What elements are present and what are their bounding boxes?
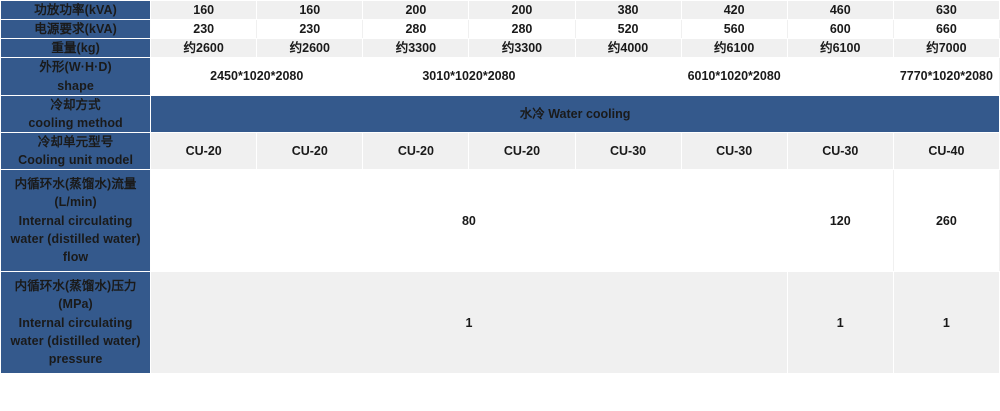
- cell-amplifier-power-3: 200: [362, 0, 470, 21]
- cell-power-supply-requirement-1: 230: [150, 19, 258, 40]
- row-label-line: (MPa): [58, 297, 93, 312]
- cell-shape-dimensions-4: 7770*1020*2080: [892, 57, 1000, 96]
- row-label-shape-dimensions: 外形(W·H·D) shape: [0, 57, 152, 96]
- table-row: 内循环水(蒸馏水)压力 (MPa) Internal circulating wate…: [0, 271, 1000, 375]
- cell-power-supply-requirement-5: 520: [574, 19, 682, 40]
- cell-cooling-method-1: 水冷 Water cooling: [150, 94, 1000, 133]
- row-label-line: 电源要求(kVA): [34, 22, 117, 37]
- cell-shape-dimensions-2: 3010*1020*2080: [362, 57, 576, 96]
- cell-internal-circulating-water-flow-3: 260: [892, 169, 1000, 273]
- row-label-line: Cooling unit model: [18, 153, 134, 167]
- row-label-line: Internal circulating: [18, 315, 133, 330]
- cell-cooling-unit-model-3: CU-20: [362, 131, 470, 171]
- row-label-cooling-method: 冷却方式 cooling method: [0, 94, 152, 133]
- cell-power-supply-requirement-4: 280: [468, 19, 576, 40]
- cell-internal-circulating-water-pressure-3: 1: [892, 271, 1000, 375]
- cell-weight-6: 约6100: [680, 38, 788, 59]
- cell-weight-2: 约2600: [256, 38, 364, 59]
- cell-amplifier-power-4: 200: [468, 0, 576, 21]
- cell-cooling-unit-model-8: CU-40: [892, 131, 1000, 171]
- cell-power-supply-requirement-8: 660: [892, 19, 1000, 40]
- cell-internal-circulating-water-pressure-2: 1: [786, 271, 894, 375]
- cell-cooling-unit-model-5: CU-30: [574, 131, 682, 171]
- cell-amplifier-power-8: 630: [892, 0, 1000, 21]
- row-label-line: (L/min): [54, 195, 97, 210]
- row-label-cooling-unit-model: 冷却单元型号 Cooling unit model: [0, 131, 152, 171]
- cell-power-supply-requirement-7: 600: [786, 19, 894, 40]
- cell-power-supply-requirement-2: 230: [256, 19, 364, 40]
- cell-cooling-unit-model-2: CU-20: [256, 131, 364, 171]
- row-label-line: 内循环水(蒸馏水)流量: [14, 177, 137, 192]
- cell-power-supply-requirement-6: 560: [680, 19, 788, 40]
- table-row: 外形(W·H·D) shape 2450*1020*2080 3010*1020*20…: [0, 57, 1000, 96]
- cell-weight-5: 约4000: [574, 38, 682, 59]
- cell-cooling-unit-model-6: CU-30: [680, 131, 788, 171]
- row-label-line: 冷却单元型号: [37, 134, 114, 149]
- row-label-line: cooling method: [28, 115, 123, 130]
- row-label-line: Internal circulating: [18, 213, 133, 228]
- row-label-power-supply-requirement: 电源要求(kVA): [0, 19, 152, 40]
- row-label-line: water (distilled water): [10, 333, 141, 348]
- cell-weight-3: 约3300: [362, 38, 470, 59]
- cell-shape-dimensions-1: 2450*1020*2080: [150, 57, 364, 96]
- specification-table: 功放功率(kVA) 160 160 200 200 380 420 460 630 电源要求(kV…: [0, 0, 1000, 375]
- cell-amplifier-power-5: 380: [574, 0, 682, 21]
- cell-internal-circulating-water-flow-2: 120: [786, 169, 894, 273]
- table-row: 冷却单元型号 Cooling unit model CU-20 CU-20 CU-20 C…: [0, 131, 1000, 171]
- cell-internal-circulating-water-flow-1: 80: [150, 169, 788, 273]
- row-label-line: 外形(W·H·D): [39, 60, 112, 75]
- cell-cooling-unit-model-4: CU-20: [468, 131, 576, 171]
- table-row: 内循环水(蒸馏水)流量 (L/min) Internal circulating wa…: [0, 169, 1000, 273]
- row-label-internal-circulating-water-flow: 内循环水(蒸馏水)流量 (L/min) Internal circulating wa…: [0, 169, 152, 273]
- table-row: 冷却方式 cooling method 水冷 Water cooling: [0, 94, 1000, 133]
- row-label-internal-circulating-water-pressure: 内循环水(蒸馏水)压力 (MPa) Internal circulating wate…: [0, 271, 152, 375]
- row-label-line: 冷却方式: [50, 97, 101, 112]
- cell-shape-dimensions-3: 6010*1020*2080: [574, 57, 894, 96]
- table-row: 电源要求(kVA) 230 230 280 280 520 560 600 660: [0, 19, 1000, 40]
- table-row: 功放功率(kVA) 160 160 200 200 380 420 460 630: [0, 0, 1000, 21]
- specification-table-body: 功放功率(kVA) 160 160 200 200 380 420 460 630 电源要求(kV…: [0, 0, 1000, 375]
- cell-internal-circulating-water-pressure-1: 1: [150, 271, 788, 375]
- row-label-line: flow: [62, 249, 89, 264]
- cell-cooling-unit-model-1: CU-20: [150, 131, 258, 171]
- row-label-line: shape: [57, 78, 94, 93]
- cell-amplifier-power-7: 460: [786, 0, 894, 21]
- row-label-weight: 重量(kg): [0, 38, 152, 59]
- row-label-line: 内循环水(蒸馏水)压力: [14, 279, 137, 294]
- cell-cooling-unit-model-7: CU-30: [786, 131, 894, 171]
- cell-amplifier-power-1: 160: [150, 0, 258, 21]
- row-label-line: water (distilled water): [10, 231, 141, 246]
- cell-weight-8: 约7000: [892, 38, 1000, 59]
- cell-amplifier-power-6: 420: [680, 0, 788, 21]
- cell-weight-7: 约6100: [786, 38, 894, 59]
- cell-amplifier-power-2: 160: [256, 0, 364, 21]
- table-row: 重量(kg) 约2600 约2600 约3300 约3300 约4000 约6100 约610…: [0, 38, 1000, 59]
- row-label-line: pressure: [48, 351, 103, 366]
- cell-power-supply-requirement-3: 280: [362, 19, 470, 40]
- row-label-amplifier-power: 功放功率(kVA): [0, 0, 152, 21]
- row-label-line: 重量(kg): [51, 41, 100, 56]
- row-label-line: 功放功率(kVA): [34, 3, 117, 17]
- cell-weight-4: 约3300: [468, 38, 576, 59]
- cell-weight-1: 约2600: [150, 38, 258, 59]
